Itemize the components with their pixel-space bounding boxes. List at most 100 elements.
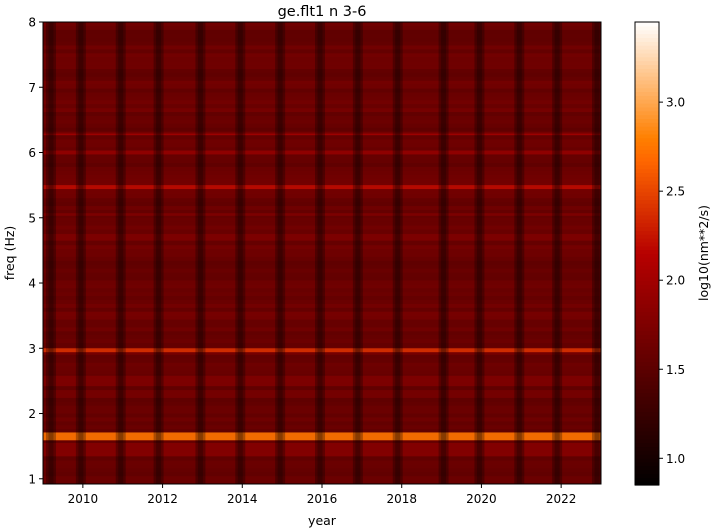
colorbar-segment — [635, 72, 659, 77]
heatmap-texture-row — [43, 393, 601, 398]
heatmap-plot-area — [43, 22, 601, 484]
heatmap-texture-row — [43, 225, 601, 230]
heatmap-texture-row — [43, 343, 601, 347]
colorbar-segment — [635, 168, 659, 174]
colorbar-segment — [635, 465, 659, 471]
heatmap-texture-row — [43, 104, 601, 109]
heatmap-texture-row — [43, 221, 601, 226]
colorbar-segment — [635, 176, 659, 181]
heatmap-texture-row — [43, 65, 601, 69]
heatmap-cells — [43, 22, 601, 484]
colorbar-segment — [635, 137, 659, 143]
colorbar-segment — [635, 415, 659, 421]
heatmap-texture-row — [43, 178, 601, 183]
colorbar-segment — [635, 454, 659, 459]
colorbar-segment — [635, 60, 659, 66]
dark-stripe-core — [78, 22, 84, 484]
dark-stripe-core — [476, 22, 482, 484]
colorbar-segment — [635, 349, 659, 355]
heatmap-texture-row — [43, 139, 601, 144]
dark-stripe-core — [594, 22, 600, 484]
dark-stripe — [352, 22, 363, 484]
dark-stripe-core — [156, 22, 162, 484]
heatmap-texture-row — [43, 464, 601, 469]
colorbar-segment — [635, 218, 659, 224]
heatmap-texture-row — [43, 127, 601, 132]
heatmap-texture-row — [43, 217, 601, 222]
chart-title: ge.flt1 n 3-6 — [278, 4, 367, 20]
heatmap-texture-row — [43, 299, 601, 304]
heatmap-texture-row — [43, 468, 601, 473]
colorbar-segment — [635, 29, 659, 35]
colorbar-segment — [635, 419, 659, 424]
heatmap-texture-row — [43, 303, 601, 308]
x-tick-label: 2020 — [466, 492, 497, 506]
dark-stripe-core — [197, 22, 203, 484]
heatmap-texture-row — [43, 319, 601, 324]
colorbar-segment — [635, 133, 659, 139]
colorbar-segment — [635, 79, 659, 85]
colorbar-segment — [635, 187, 659, 193]
dark-stripe — [115, 22, 126, 484]
colorbar-segment — [635, 292, 659, 297]
colorbar-segment — [635, 388, 659, 393]
colorbar-segment — [635, 396, 659, 401]
heatmap-texture-row — [43, 245, 601, 250]
colorbar-segment — [635, 226, 659, 231]
colorbar-segment — [635, 230, 659, 235]
colorbar-segment — [635, 245, 659, 251]
heatmap-texture-row — [43, 41, 601, 46]
heatmap-texture-row — [43, 401, 601, 406]
colorbar-segment — [635, 214, 659, 220]
x-tick-label: 2016 — [307, 492, 338, 506]
heatmap-texture-row — [43, 256, 601, 261]
spectral-band — [43, 185, 601, 190]
colorbar-segment — [635, 338, 659, 343]
y-tick-label: 7 — [28, 81, 36, 95]
dark-stripe-core — [118, 22, 124, 484]
heatmap-texture-row — [43, 350, 601, 355]
heatmap-texture-row — [43, 472, 601, 477]
spectral-band — [43, 234, 601, 241]
heatmap-texture-row — [43, 480, 601, 484]
colorbar-segment — [635, 407, 659, 413]
colorbar-segment — [635, 149, 659, 154]
colorbar-tick-label: 2.5 — [666, 185, 685, 199]
colorbar-segment — [635, 299, 659, 305]
colorbar-segment — [635, 261, 659, 266]
y-tick-label: 3 — [28, 342, 36, 356]
colorbar-segment — [635, 446, 659, 451]
dark-stripe — [392, 22, 403, 484]
colorbar-segment — [635, 56, 659, 62]
colorbar-segment — [635, 361, 659, 366]
colorbar-segment — [635, 319, 659, 324]
colorbar-tick-label: 2.0 — [666, 274, 685, 288]
colorbar-segment — [635, 303, 659, 309]
heatmap-texture-row — [43, 276, 601, 281]
colorbar-segment — [635, 357, 659, 363]
colorbar-segment — [635, 95, 659, 100]
heatmap-texture-row — [43, 76, 601, 81]
colorbar-segment — [635, 64, 659, 69]
heatmap-texture-row — [43, 53, 601, 58]
heatmap-texture-row — [43, 362, 601, 367]
heatmap-texture-row — [43, 80, 601, 85]
colorbar-segment — [635, 203, 659, 208]
y-tick-label: 2 — [28, 407, 36, 421]
heatmap-texture-row — [43, 417, 601, 422]
colorbar-segment — [635, 52, 659, 58]
heatmap-texture-row — [43, 68, 601, 73]
heatmap-texture-row — [43, 268, 601, 273]
colorbar-segment — [635, 160, 659, 166]
dark-stripe — [45, 22, 56, 484]
colorbar-segment — [635, 191, 659, 197]
heatmap-texture-row — [43, 284, 601, 289]
heatmap-texture-row — [43, 108, 601, 113]
colorbar-segment — [635, 450, 659, 455]
colorbar-segment — [635, 288, 659, 293]
colorbar-segment — [635, 207, 659, 212]
spectral-band — [43, 133, 601, 136]
dark-stripe-core — [516, 22, 522, 484]
y-tick-label: 4 — [28, 277, 36, 291]
